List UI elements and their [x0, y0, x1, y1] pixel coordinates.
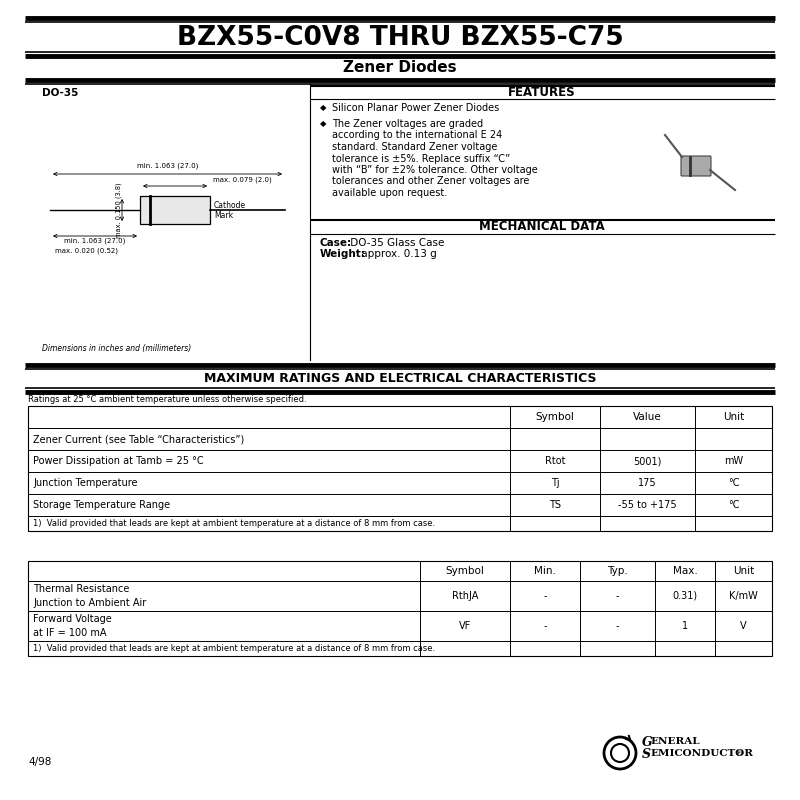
Text: available upon request.: available upon request.	[332, 188, 447, 198]
Text: Power Dissipation at Tamb = 25 °C: Power Dissipation at Tamb = 25 °C	[33, 456, 204, 466]
Text: max. 0.020 (0.52): max. 0.020 (0.52)	[55, 248, 118, 254]
Text: Storage Temperature Range: Storage Temperature Range	[33, 500, 170, 510]
Text: The Zener voltages are graded: The Zener voltages are graded	[332, 119, 483, 129]
Text: Thermal Resistance: Thermal Resistance	[33, 584, 130, 594]
Text: BZX55-C0V8 THRU BZX55-C75: BZX55-C0V8 THRU BZX55-C75	[177, 25, 623, 51]
Text: Junction Temperature: Junction Temperature	[33, 478, 138, 488]
Text: with “B” for ±2% tolerance. Other voltage: with “B” for ±2% tolerance. Other voltag…	[332, 165, 538, 175]
Text: Unit: Unit	[723, 412, 744, 422]
Text: V: V	[740, 621, 747, 631]
FancyBboxPatch shape	[681, 156, 711, 176]
Text: FEATURES: FEATURES	[508, 86, 576, 98]
Text: min. 1.063 (27.0): min. 1.063 (27.0)	[137, 162, 198, 169]
Text: standard. Standard Zener voltage: standard. Standard Zener voltage	[332, 142, 498, 152]
Text: Unit: Unit	[733, 566, 754, 576]
Text: -: -	[616, 591, 619, 601]
Text: Cathode: Cathode	[214, 202, 246, 210]
Text: tolerances and other Zener voltages are: tolerances and other Zener voltages are	[332, 177, 530, 186]
Bar	[28, 406, 772, 531]
Text: ◆: ◆	[320, 119, 326, 129]
Text: Ratings at 25 °C ambient temperature unless otherwise specified.: Ratings at 25 °C ambient temperature unl…	[28, 394, 306, 403]
Text: RthJA: RthJA	[452, 591, 478, 601]
Text: Weight:: Weight:	[320, 249, 366, 259]
Text: 4/98: 4/98	[28, 757, 51, 767]
Text: min. 1.063 (27.0): min. 1.063 (27.0)	[64, 238, 126, 245]
Text: 0.31): 0.31)	[673, 591, 698, 601]
Text: MAXIMUM RATINGS AND ELECTRICAL CHARACTERISTICS: MAXIMUM RATINGS AND ELECTRICAL CHARACTER…	[204, 371, 596, 385]
Text: Tj: Tj	[550, 478, 559, 488]
Bar	[28, 561, 772, 656]
Text: Max.: Max.	[673, 566, 698, 576]
Text: 1)  Valid provided that leads are kept at ambient temperature at a distance of 8: 1) Valid provided that leads are kept at…	[33, 519, 435, 528]
Text: Symbol: Symbol	[446, 566, 485, 576]
Bar	[140, 196, 210, 224]
Text: G: G	[642, 735, 653, 749]
Text: tolerance is ±5%. Replace suffix “C”: tolerance is ±5%. Replace suffix “C”	[332, 154, 510, 163]
Text: K/mW: K/mW	[729, 591, 758, 601]
Text: at IF = 100 mA: at IF = 100 mA	[33, 628, 106, 638]
Text: -: -	[616, 621, 619, 631]
Text: Zener Current (see Table “Characteristics”): Zener Current (see Table “Characteristic…	[33, 434, 244, 444]
Text: mW: mW	[724, 456, 743, 466]
Text: 1)  Valid provided that leads are kept at ambient temperature at a distance of 8: 1) Valid provided that leads are kept at…	[33, 644, 435, 653]
Text: Min.: Min.	[534, 566, 556, 576]
Text: S: S	[642, 747, 651, 761]
Text: Case:: Case:	[320, 238, 352, 248]
Text: MECHANICAL DATA: MECHANICAL DATA	[479, 221, 605, 234]
Text: -55 to +175: -55 to +175	[618, 500, 677, 510]
Text: 175: 175	[638, 478, 657, 488]
Text: Silicon Planar Power Zener Diodes: Silicon Planar Power Zener Diodes	[332, 103, 499, 113]
Text: Rtot: Rtot	[545, 456, 566, 466]
Text: Value: Value	[633, 412, 662, 422]
Text: -: -	[543, 621, 546, 631]
Text: °C: °C	[728, 478, 739, 488]
Text: -: -	[543, 591, 546, 601]
Text: according to the international E 24: according to the international E 24	[332, 130, 502, 141]
Text: Forward Voltage: Forward Voltage	[33, 614, 112, 624]
Text: ◆: ◆	[320, 103, 326, 113]
Text: Dimensions in inches and (millimeters): Dimensions in inches and (millimeters)	[42, 343, 191, 353]
Text: 5001): 5001)	[634, 456, 662, 466]
Text: DO-35: DO-35	[42, 88, 78, 98]
Text: EMICONDUCTOR: EMICONDUCTOR	[650, 750, 753, 758]
Text: ENERAL: ENERAL	[650, 738, 700, 746]
Text: max. 0.150 (3.8): max. 0.150 (3.8)	[116, 182, 122, 238]
Text: Typ.: Typ.	[607, 566, 628, 576]
Text: Zener Diodes: Zener Diodes	[343, 61, 457, 75]
Text: °C: °C	[728, 500, 739, 510]
Text: VF: VF	[459, 621, 471, 631]
Text: Symbol: Symbol	[535, 412, 574, 422]
Text: TS: TS	[549, 500, 561, 510]
Text: max. 0.079 (2.0): max. 0.079 (2.0)	[213, 177, 272, 183]
Text: ®: ®	[735, 750, 743, 758]
Text: Junction to Ambient Air: Junction to Ambient Air	[33, 598, 146, 608]
Text: DO-35 Glass Case: DO-35 Glass Case	[347, 238, 444, 248]
Text: 1: 1	[682, 621, 688, 631]
Text: Mark: Mark	[214, 210, 233, 219]
Text: approx. 0.13 g: approx. 0.13 g	[358, 249, 437, 259]
